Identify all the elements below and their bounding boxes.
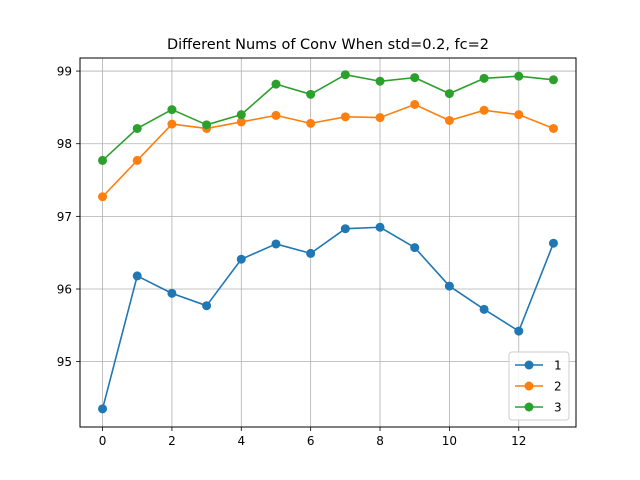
- legend-marker: [524, 360, 534, 370]
- x-tick-label: 2: [168, 434, 176, 448]
- data-point: [444, 281, 454, 291]
- data-point: [410, 99, 420, 109]
- data-point: [98, 192, 108, 202]
- data-point: [306, 89, 316, 99]
- data-point: [514, 71, 524, 81]
- series-1: [98, 222, 558, 414]
- x-tick-label: 10: [442, 434, 457, 448]
- series-2: [98, 99, 558, 202]
- legend-label: 3: [554, 401, 562, 415]
- data-point: [479, 73, 489, 83]
- data-point: [132, 271, 142, 281]
- data-point: [202, 301, 212, 311]
- data-point: [444, 115, 454, 125]
- data-point: [167, 105, 177, 115]
- y-tick-label: 97: [57, 210, 72, 224]
- data-point: [132, 155, 142, 165]
- data-point: [98, 155, 108, 165]
- series-layer: [98, 70, 558, 414]
- legend-marker: [524, 381, 534, 391]
- data-point: [514, 110, 524, 120]
- data-point: [167, 288, 177, 298]
- plot-area: [80, 58, 576, 427]
- data-point: [236, 254, 246, 264]
- x-tick-label: 4: [237, 434, 245, 448]
- data-point: [375, 222, 385, 232]
- legend-item: 1: [515, 359, 562, 373]
- y-axis: 95 96 97 98 99: [57, 65, 80, 369]
- data-point: [514, 326, 524, 336]
- legend-marker: [524, 402, 534, 412]
- data-point: [340, 224, 350, 234]
- x-axis: 0 2 4 6 8 10 12: [99, 427, 526, 448]
- y-tick-label: 96: [57, 282, 72, 296]
- data-point: [271, 79, 281, 89]
- data-point: [236, 110, 246, 120]
- data-point: [271, 110, 281, 120]
- plot-frame: [79, 57, 577, 428]
- series-3: [98, 70, 558, 165]
- data-point: [340, 70, 350, 80]
- data-point: [167, 119, 177, 129]
- series-line: [101, 226, 555, 410]
- y-tick-label: 95: [57, 355, 72, 369]
- chart-title: Different Nums of Conv When std=0.2, fc=…: [167, 37, 489, 53]
- data-point: [444, 89, 454, 99]
- legend-label: 1: [554, 359, 562, 373]
- legend: 1 2 3: [508, 351, 570, 421]
- data-point: [271, 239, 281, 249]
- series-line: [102, 73, 554, 162]
- data-point: [479, 304, 489, 314]
- legend-item: 2: [515, 380, 562, 394]
- data-point: [410, 243, 420, 253]
- x-tick-label: 0: [99, 434, 107, 448]
- data-point: [479, 105, 489, 115]
- data-point: [98, 404, 108, 414]
- data-point: [340, 112, 350, 122]
- legend-label: 2: [554, 380, 562, 394]
- y-tick-label: 98: [57, 137, 72, 151]
- data-point: [202, 120, 212, 130]
- y-tick-label: 99: [57, 65, 72, 79]
- x-tick-label: 12: [511, 434, 526, 448]
- data-point: [548, 238, 558, 248]
- data-point: [306, 248, 316, 258]
- data-point: [236, 117, 246, 127]
- data-point: [548, 75, 558, 85]
- data-point: [306, 118, 316, 128]
- x-tick-label: 8: [376, 434, 384, 448]
- data-point: [132, 123, 142, 133]
- data-point: [548, 123, 558, 133]
- data-point: [375, 113, 385, 123]
- x-tick-label: 6: [307, 434, 315, 448]
- legend-item: 3: [515, 401, 562, 415]
- data-point: [375, 76, 385, 86]
- data-point: [410, 73, 420, 83]
- series-line: [101, 103, 554, 198]
